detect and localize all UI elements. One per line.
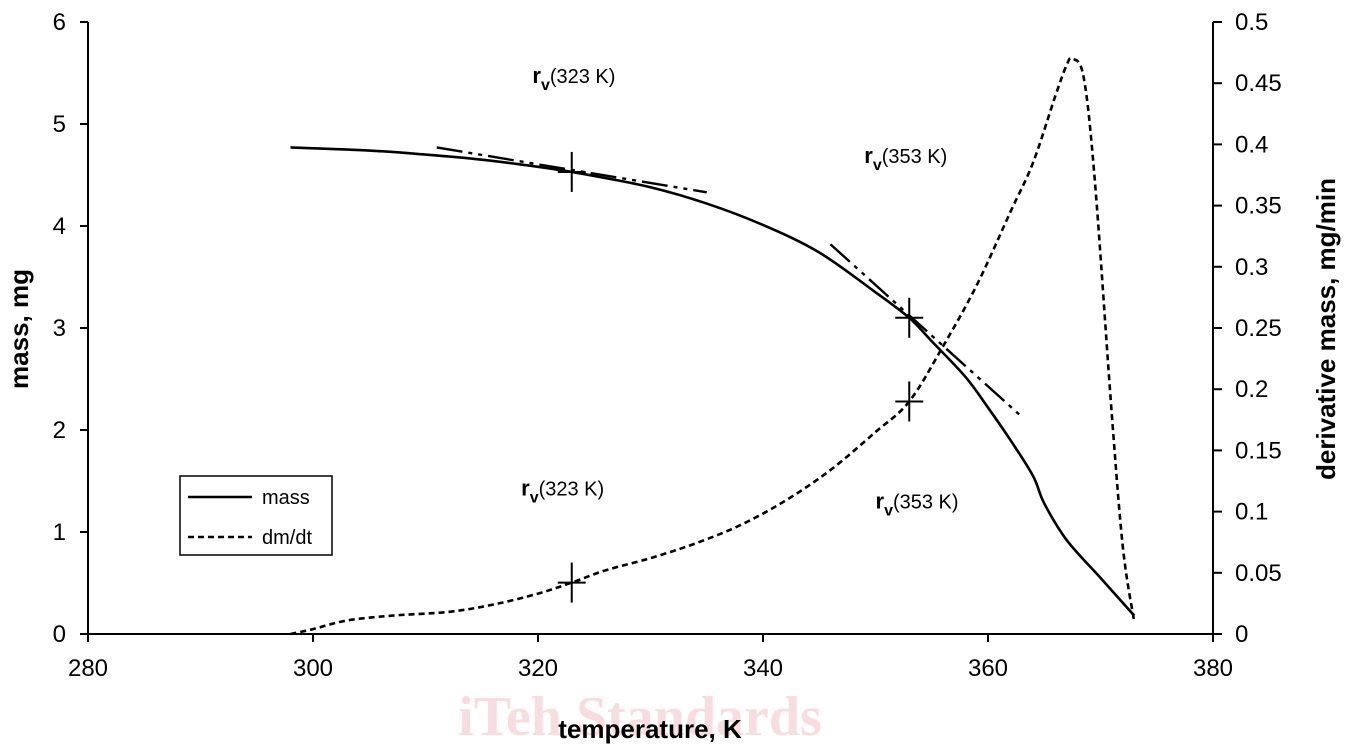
y-tick-label: 2: [53, 417, 66, 444]
y2-tick-label: 0.5: [1235, 9, 1268, 36]
watermark: iTeh Standards: [458, 686, 822, 747]
x-tick-label: 320: [518, 655, 558, 682]
legend: mass dm/dt: [179, 475, 333, 556]
annotation-label: rv(353 K): [876, 489, 959, 520]
y2-tick-label: 0.25: [1235, 315, 1282, 342]
y2-tick-label: 0.2: [1235, 376, 1268, 403]
legend-label-dmdt: dm/dt: [262, 527, 312, 549]
series-line-dmdt: [290, 56, 1136, 636]
annotation-label: rv(353 K): [864, 143, 947, 174]
y2-tick-label: 0: [1235, 621, 1248, 648]
x-tick-label: 300: [293, 655, 333, 682]
y-tick-label: 3: [53, 315, 66, 342]
x-tick-label: 280: [68, 655, 108, 682]
plus-marker: [557, 562, 586, 603]
plot-markers: [557, 151, 924, 603]
series-line-mass: [290, 146, 1136, 617]
axes: 280 300 320 340 360 380012345600.050.10.150.2…: [53, 9, 1282, 682]
plus-marker: [895, 297, 924, 338]
tangent-line: [829, 243, 1023, 418]
y2-tick-label: 0.15: [1235, 437, 1282, 464]
y-tick-label: 6: [53, 9, 66, 36]
plus-marker: [895, 381, 924, 422]
y-tick-label: 5: [53, 111, 66, 138]
plus-marker: [557, 151, 586, 192]
y2-tick-label: 0.45: [1235, 70, 1282, 97]
annotation-label: rv(323 K): [521, 475, 604, 506]
y2-tick-label: 0.4: [1235, 131, 1268, 158]
x-tick-label: 380: [1193, 655, 1233, 682]
y2-tick-label: 0.05: [1235, 560, 1282, 587]
x-tick-label: 340: [743, 655, 783, 682]
x-axis-title: temperature, K: [558, 714, 742, 744]
y2-tick-label: 0.3: [1235, 254, 1268, 281]
y-tick-label: 0: [53, 621, 66, 648]
y2-tick-label: 0.1: [1235, 499, 1268, 526]
y2-axis-title: derivative mass, mg/min: [1311, 178, 1341, 480]
legend-label-mass: mass: [262, 487, 310, 509]
plot-series: [290, 56, 1136, 636]
y2-tick-label: 0.35: [1235, 193, 1282, 220]
plot-annotations: rv(323 K) rv(353 K) rv(323 K) rv(353 K): [521, 63, 958, 519]
x-tick-label: 360: [968, 655, 1008, 682]
annotation-label: rv(323 K): [532, 63, 615, 94]
legend-box: [179, 475, 333, 556]
y-axis-title: mass, mg: [4, 269, 34, 389]
y-tick-label: 1: [53, 519, 66, 546]
y-tick-label: 4: [53, 213, 66, 240]
